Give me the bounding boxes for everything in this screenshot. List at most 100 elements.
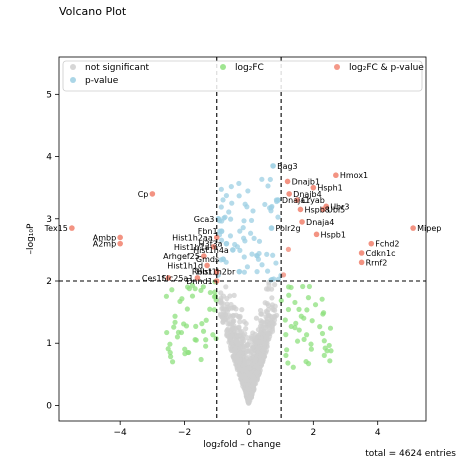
data-point [198, 287, 204, 294]
gene-label: Rbb1 [192, 268, 213, 277]
data-point [246, 365, 252, 371]
data-point [220, 197, 226, 203]
data-point [236, 325, 242, 331]
legend-marker [70, 64, 76, 70]
data-point [285, 246, 292, 252]
gene-point [275, 197, 281, 203]
data-point [227, 293, 233, 299]
data-point [264, 268, 271, 274]
gene-label: Hist1h2aa [172, 233, 213, 242]
point-layer [69, 163, 416, 406]
total-entries-note: total = 4624 entries [365, 449, 456, 459]
gene-point [201, 253, 207, 259]
x-tick-label: 4 [375, 428, 381, 438]
data-point [236, 372, 242, 378]
data-point [218, 290, 224, 296]
data-point [218, 237, 225, 243]
data-point [232, 348, 239, 354]
data-point [165, 346, 171, 352]
data-point [258, 339, 264, 345]
gene-point [165, 275, 172, 281]
data-point [211, 307, 217, 313]
gene-label: Dnaja4 [306, 218, 334, 227]
x-axis-label: log₂fold – change [203, 440, 281, 450]
data-point [320, 311, 326, 317]
y-tick-label: 2 [46, 277, 52, 287]
gene-point [270, 163, 276, 169]
gene-point [223, 240, 230, 247]
data-point [269, 295, 275, 301]
data-point [218, 295, 224, 301]
gene-label: Fbn1 [198, 227, 218, 236]
data-point [228, 216, 234, 222]
data-point [193, 323, 199, 329]
data-point [227, 233, 234, 239]
data-point [273, 260, 279, 266]
data-point [226, 209, 232, 215]
data-point [305, 295, 312, 301]
data-point [237, 319, 243, 325]
data-point [253, 356, 259, 363]
data-point [283, 352, 289, 359]
legend-marker [334, 64, 340, 70]
data-point [257, 330, 264, 336]
data-point [244, 204, 250, 210]
data-point [238, 328, 245, 334]
data-point [308, 341, 314, 347]
data-point [203, 343, 209, 349]
data-point [273, 312, 280, 318]
data-point [249, 383, 256, 389]
data-point [210, 332, 216, 338]
gene-label: Cdkn1c [366, 249, 396, 258]
data-point [258, 357, 264, 363]
gene-label: Hist1h2br [196, 268, 236, 277]
gene-point [230, 247, 236, 253]
data-point [282, 317, 288, 323]
gene-label: Ces1f [142, 274, 165, 283]
data-point [248, 394, 254, 400]
data-point [174, 334, 181, 340]
gene-point [368, 240, 375, 247]
gene-label: Cryab [301, 196, 325, 205]
data-point [244, 335, 250, 341]
data-point [186, 286, 192, 292]
legend-marker [70, 77, 76, 83]
gene-point [286, 191, 292, 197]
data-point [285, 306, 292, 313]
data-point [303, 332, 310, 338]
gene-point [149, 191, 156, 197]
data-point [182, 346, 188, 352]
data-point [239, 307, 245, 313]
gene-label: Hspb8 [304, 205, 329, 214]
data-point [327, 358, 333, 364]
data-point [266, 325, 272, 331]
data-point [241, 218, 247, 224]
gene-point [204, 262, 210, 269]
legend-box [62, 60, 423, 92]
data-point [261, 353, 267, 359]
legend-label: log₂FC [235, 63, 264, 73]
data-point [218, 204, 224, 210]
gene-label: Hspb1 [321, 230, 346, 239]
data-point [172, 313, 178, 319]
gene-label: Bag3 [277, 162, 298, 171]
data-point [248, 373, 255, 379]
data-point [272, 282, 278, 288]
data-point [321, 338, 327, 344]
gene-point [213, 268, 220, 275]
data-point [249, 251, 255, 257]
data-point [167, 350, 173, 356]
legend: not significant p-value log₂FC log₂FC & p-v… [62, 60, 424, 92]
gene-point [294, 197, 301, 203]
data-point [228, 183, 234, 190]
data-point [246, 400, 252, 406]
data-point [253, 338, 259, 344]
data-point [218, 186, 224, 192]
gene-point [210, 243, 217, 250]
gene-point [284, 178, 291, 185]
data-point [304, 307, 310, 313]
y-tick-label: 3 [46, 215, 52, 225]
data-point [167, 341, 173, 347]
gene-point [333, 172, 339, 179]
